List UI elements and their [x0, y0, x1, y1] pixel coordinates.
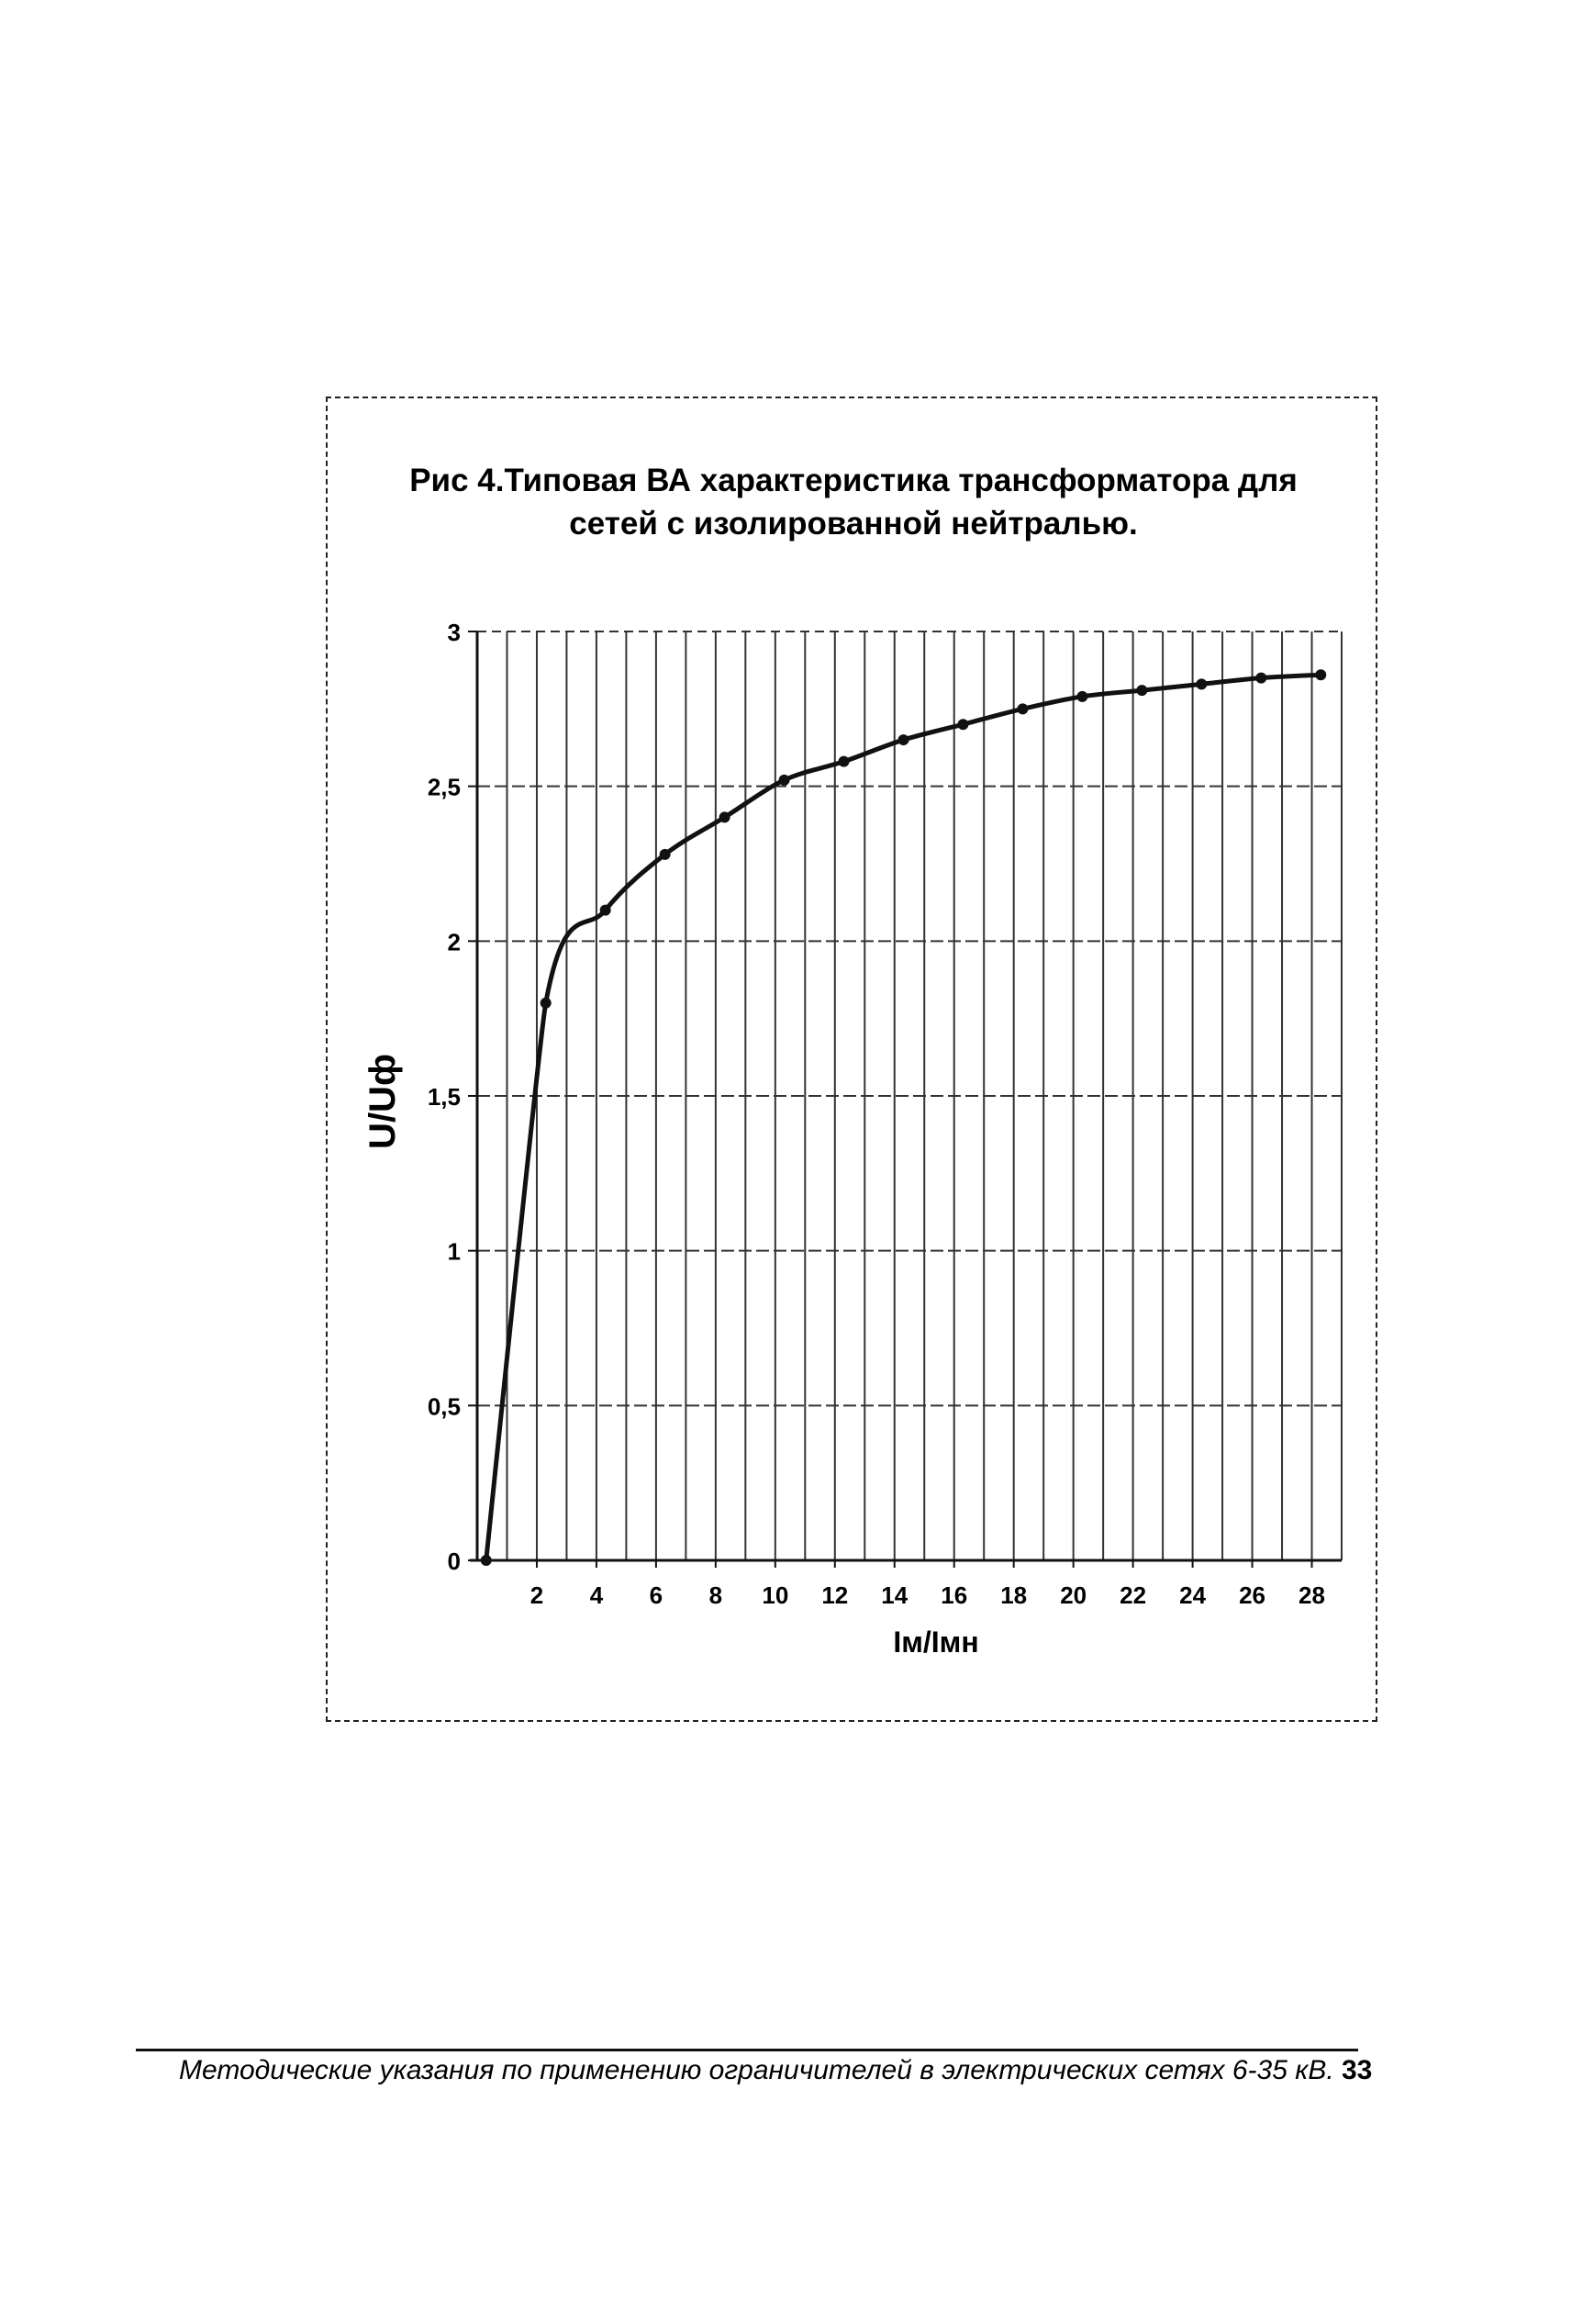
x-tick-label: 4 — [590, 1581, 604, 1609]
x-tick-label: 26 — [1239, 1581, 1265, 1609]
x-tick-label: 14 — [881, 1581, 908, 1609]
data-point — [540, 997, 552, 1009]
page-number: 33 — [1342, 2055, 1373, 2085]
y-tick-label: 3 — [448, 619, 461, 646]
x-tick-label: 22 — [1120, 1581, 1146, 1609]
x-tick-label: 2 — [530, 1581, 543, 1609]
x-tick-label: 16 — [941, 1581, 967, 1609]
y-tick-label: 1,5 — [428, 1083, 461, 1111]
chart-title: Рис 4.Типовая ВА характеристика трансфор… — [409, 463, 1298, 542]
x-tick-label: 28 — [1299, 1581, 1325, 1609]
x-axis-title: Iм/Iмн — [893, 1626, 978, 1659]
axes — [468, 631, 1342, 1568]
data-point — [719, 811, 730, 823]
x-tick-label: 8 — [709, 1581, 722, 1609]
data-point — [1017, 703, 1029, 715]
series — [480, 669, 1327, 1566]
data-point — [957, 719, 969, 731]
y-tick-label: 0 — [448, 1547, 461, 1575]
data-point — [1076, 690, 1088, 702]
y-tick-label: 0,5 — [428, 1392, 461, 1420]
y-axis-title: U/Uф — [362, 1054, 403, 1149]
data-point — [480, 1555, 492, 1566]
footer-text: Методические указания по применению огра… — [179, 2055, 1334, 2085]
x-tick-label: 12 — [821, 1581, 848, 1609]
x-tick-label: 10 — [762, 1581, 788, 1609]
data-point — [1196, 678, 1208, 690]
data-point — [1315, 669, 1327, 681]
chart-frame — [326, 397, 1377, 1722]
x-tick-label: 24 — [1179, 1581, 1206, 1609]
y-tick-label: 1 — [448, 1238, 461, 1266]
data-point — [599, 904, 611, 916]
x-tick-label: 20 — [1060, 1581, 1087, 1609]
y-tick-label: 2 — [448, 928, 461, 955]
data-point — [838, 755, 850, 767]
series-line — [484, 672, 1321, 1561]
data-point — [659, 848, 671, 860]
data-point — [897, 734, 909, 746]
data-point — [1136, 685, 1148, 697]
tick-labels: 00,511,522,532 4 6 8 10 12 14 16 18 20 22 24 26 28 — [428, 619, 1325, 1609]
x-tick-label: 6 — [650, 1581, 663, 1609]
data-point — [1255, 672, 1267, 684]
y-tick-label: 2,5 — [428, 774, 461, 801]
x-tick-label: 18 — [1000, 1581, 1027, 1609]
data-point — [778, 774, 790, 786]
footer-rule — [136, 2049, 1358, 2051]
grid — [477, 631, 1343, 1560]
